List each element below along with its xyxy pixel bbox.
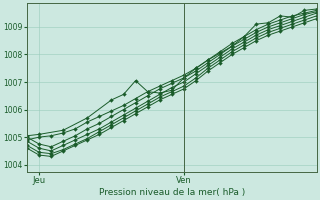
X-axis label: Pression niveau de la mer( hPa ): Pression niveau de la mer( hPa ) [99,188,245,197]
